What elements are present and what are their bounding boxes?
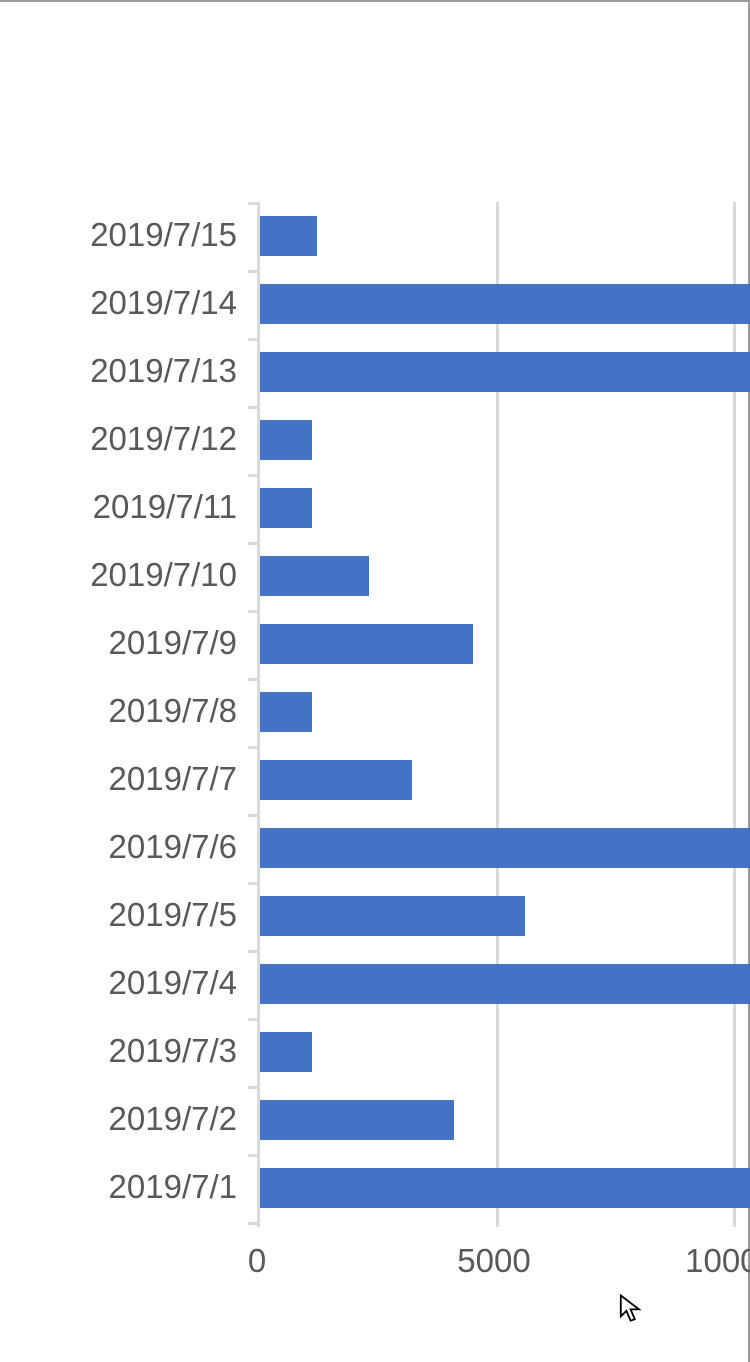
y-tick-label: 2019/7/3	[109, 1032, 237, 1070]
y-tick-label: 2019/7/2	[109, 1100, 237, 1138]
y-tick	[248, 202, 257, 205]
y-tick	[248, 950, 257, 953]
y-tick-label: 2019/7/4	[109, 964, 237, 1002]
y-tick-label: 2019/7/5	[109, 896, 237, 934]
y-tick-label: 2019/7/12	[90, 420, 237, 458]
y-tick	[248, 1086, 257, 1089]
bar	[260, 760, 412, 800]
x-tick-label: 10000	[671, 1242, 750, 1280]
bar	[260, 420, 312, 460]
x-tick-label: 0	[197, 1242, 317, 1280]
bar	[260, 828, 750, 868]
y-tick-label: 2019/7/15	[90, 216, 237, 254]
y-tick	[248, 406, 257, 409]
y-tick	[248, 1018, 257, 1021]
y-tick-label: 2019/7/13	[90, 352, 237, 390]
bar	[260, 352, 750, 392]
bar	[260, 1032, 312, 1072]
bar	[260, 1100, 454, 1140]
y-tick	[248, 338, 257, 341]
x-tick-label: 5000	[434, 1242, 554, 1280]
y-tick-label: 2019/7/1	[109, 1168, 237, 1206]
bar	[260, 556, 369, 596]
y-tick-label: 2019/7/11	[93, 488, 237, 526]
bar	[260, 216, 317, 256]
y-tick-label: 2019/7/6	[109, 828, 237, 866]
y-tick-label: 2019/7/10	[90, 556, 237, 594]
y-tick	[248, 882, 257, 885]
chart-frame: 0 5000 10000 2019/7/15 2019/7/14 2019/7/13 201…	[0, 0, 750, 1362]
y-tick	[248, 542, 257, 545]
y-tick	[248, 678, 257, 681]
y-tick	[248, 814, 257, 817]
y-tick-label: 2019/7/8	[109, 692, 237, 730]
y-tick	[248, 1154, 257, 1157]
y-tick-label: 2019/7/14	[90, 284, 237, 322]
y-tick	[248, 270, 257, 273]
y-tick-label: 2019/7/9	[109, 624, 237, 662]
y-tick-label: 2019/7/7	[109, 760, 237, 798]
y-tick	[248, 746, 257, 749]
y-tick	[248, 474, 257, 477]
y-tick	[248, 610, 257, 613]
plot-area	[257, 202, 750, 1227]
bar	[260, 692, 312, 732]
bar	[260, 284, 750, 324]
y-tick	[248, 1222, 257, 1225]
bar	[260, 624, 473, 664]
mouse-cursor-icon	[618, 1294, 646, 1322]
bar	[260, 488, 312, 528]
bar	[260, 964, 750, 1004]
bar	[260, 1168, 750, 1208]
bar	[260, 896, 525, 936]
